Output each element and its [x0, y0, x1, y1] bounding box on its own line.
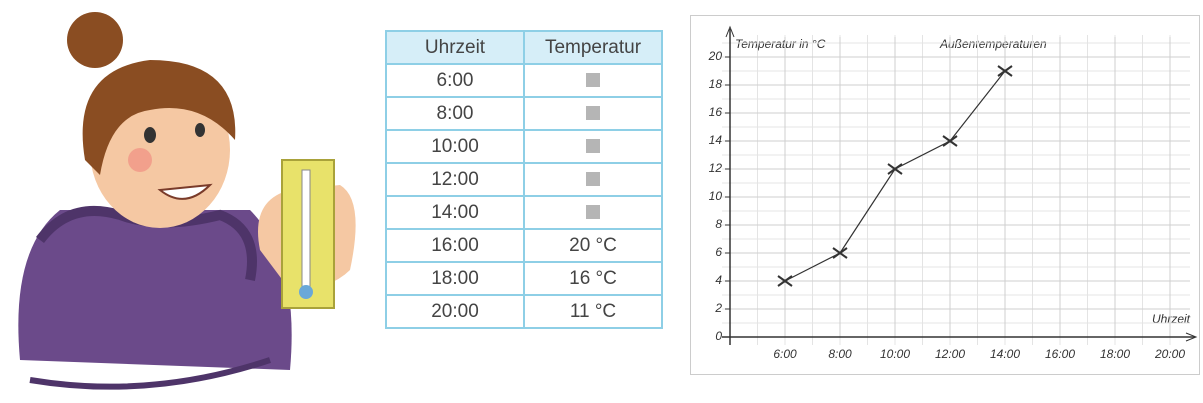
- hair: [82, 60, 236, 175]
- thermometer-bulb: [299, 285, 313, 299]
- table-cell: 16 °C: [523, 261, 663, 296]
- data-point: [777, 275, 793, 287]
- y-arrow: [725, 25, 735, 38]
- illustration: [18, 12, 356, 390]
- y-tick-label: 10: [709, 189, 723, 203]
- table-row: 14:00: [385, 195, 663, 230]
- y-tick-label: 8: [715, 217, 722, 231]
- table-cell: 18:00: [385, 261, 525, 296]
- table-cell: 16:00: [385, 228, 525, 263]
- x-tick-label: 8:00: [828, 347, 852, 361]
- header-row: Uhrzeit Temperatur: [385, 30, 663, 65]
- table-cell: 6:00: [385, 63, 525, 98]
- data-point: [942, 135, 958, 147]
- cheek: [128, 148, 152, 172]
- data-point: [887, 163, 903, 175]
- table-row: 8:00: [385, 96, 663, 131]
- x-tick-label: 16:00: [1045, 347, 1075, 361]
- table-row: 6:00: [385, 63, 663, 98]
- placeholder: [586, 106, 600, 121]
- thermometer-tube: [301, 169, 311, 291]
- table-cell: [523, 195, 663, 230]
- y-tick-label: 6: [715, 245, 722, 259]
- y-tick-label: 0: [715, 329, 722, 343]
- table-cell: 11 °C: [523, 294, 663, 329]
- placeholder: [586, 172, 600, 187]
- x-tick-label: 6:00: [773, 347, 797, 361]
- x-tick-label: 10:00: [880, 347, 910, 361]
- table-cell: [523, 129, 663, 164]
- table-row: 18:00 16 °C: [385, 261, 663, 296]
- table-row: 20:00 11 °C: [385, 294, 663, 329]
- x-axis-label: Uhrzeit: [1152, 312, 1191, 326]
- x-tick-label: 18:00: [1100, 347, 1130, 361]
- table-row: 10:00: [385, 129, 663, 164]
- chart: Außentemperaturen Temperatur in °C Uhrze…: [690, 15, 1200, 375]
- y-tick-label: 20: [708, 49, 723, 63]
- eye: [144, 127, 156, 143]
- data-point: [997, 65, 1013, 77]
- table-cell: [523, 63, 663, 98]
- table-cell: 20:00: [385, 294, 525, 329]
- table: Uhrzeit Temperatur 6:00 8:00 10:00 12:00 14:00…: [385, 30, 663, 329]
- table-cell: 8:00: [385, 96, 525, 131]
- table-cell: 10:00: [385, 129, 525, 164]
- chart-title: Außentemperaturen: [939, 37, 1047, 51]
- table-cell: 14:00: [385, 195, 525, 230]
- x-tick-label: 14:00: [990, 347, 1020, 361]
- y-tick-label: 16: [709, 105, 723, 119]
- x-tick-label: 20:00: [1154, 347, 1185, 361]
- data-point: [832, 247, 848, 259]
- eye: [195, 123, 205, 137]
- table-cell: 20 °C: [523, 228, 663, 263]
- table-cell: 12:00: [385, 162, 525, 197]
- y-tick-label: 2: [714, 301, 722, 315]
- x-arrow: [1185, 332, 1198, 342]
- placeholder: [586, 139, 600, 154]
- placeholder: [586, 205, 600, 220]
- x-tick-label: 12:00: [935, 347, 965, 361]
- coat: [18, 210, 292, 370]
- mouth: [157, 183, 213, 200]
- y-tick-label: 4: [715, 273, 722, 287]
- header-cell: Uhrzeit: [385, 30, 525, 65]
- header-cell: Temperatur: [523, 30, 663, 65]
- table-cell: [523, 162, 663, 197]
- y-tick-label: 12: [709, 161, 723, 175]
- y-tick-label: 14: [709, 133, 723, 147]
- chart-frame: [690, 15, 1200, 375]
- shadow: [29, 357, 271, 390]
- table-row: 12:00: [385, 162, 663, 197]
- placeholder: [586, 73, 600, 88]
- y-tick-label: 18: [709, 77, 723, 91]
- table-row: 16:00 20 °C: [385, 228, 663, 263]
- hair-bun: [67, 12, 123, 68]
- table-cell: [523, 96, 663, 131]
